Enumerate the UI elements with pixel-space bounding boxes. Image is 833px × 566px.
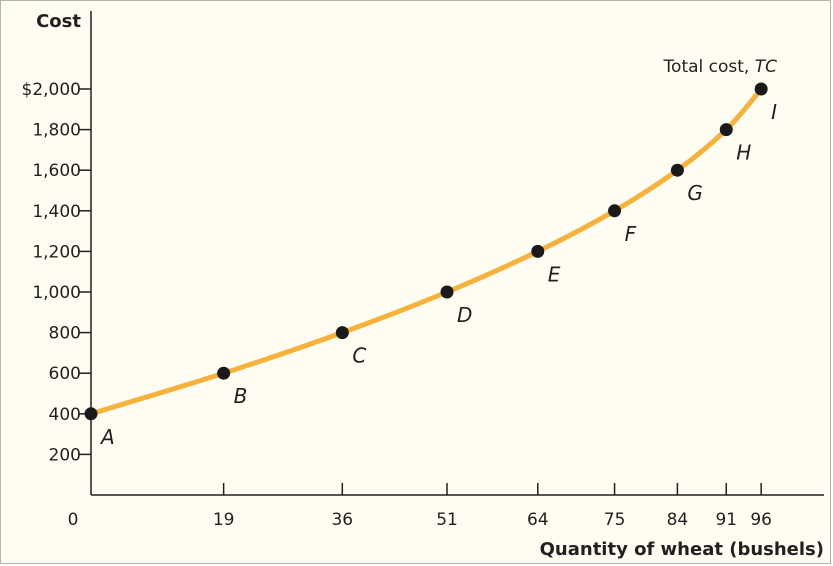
point-label-d: D — [457, 303, 472, 327]
point-label-f: F — [625, 222, 637, 246]
data-point-e — [531, 244, 545, 258]
data-point-f — [608, 204, 622, 218]
data-point-b — [217, 366, 231, 380]
x-tick-label: 19 — [213, 510, 235, 530]
y-tick-label: 200 — [49, 445, 81, 465]
y-tick-label: $2,000 — [22, 80, 81, 100]
x-tick-label: 84 — [667, 510, 689, 530]
y-tick-label: 1,200 — [32, 242, 81, 262]
x-tick-label: 91 — [715, 510, 737, 530]
x-tick-label: 51 — [436, 510, 458, 530]
y-tick-label: 1,000 — [32, 283, 81, 303]
point-label-a: A — [99, 425, 115, 449]
series-label-total-cost: Total cost, TC — [663, 57, 778, 77]
point-label-c: C — [352, 344, 366, 368]
y-tick-label: 1,400 — [32, 202, 81, 222]
x-axis-title: Quantity of wheat (bushels) — [540, 539, 824, 560]
x-tick-label: 36 — [331, 510, 353, 530]
y-tick-label: 800 — [49, 324, 81, 344]
point-label-b: B — [234, 384, 248, 408]
data-point-g — [670, 163, 684, 177]
point-label-g: G — [687, 181, 703, 205]
x-tick-label: 75 — [604, 510, 626, 530]
data-point-h — [719, 123, 733, 137]
data-point-c — [335, 326, 349, 340]
total-cost-curve — [88, 86, 764, 417]
data-point-i — [754, 82, 768, 96]
x-tick-label: 0 — [68, 510, 79, 530]
y-tick-label: 400 — [49, 405, 81, 425]
y-axis-title: Cost — [36, 11, 81, 32]
x-tick-label: 96 — [750, 510, 772, 530]
point-label-h: H — [736, 141, 751, 165]
x-tick-label: 64 — [527, 510, 549, 530]
point-label-e: E — [548, 262, 561, 286]
data-point-a — [84, 407, 98, 421]
point-label-i: I — [771, 100, 777, 124]
data-point-d — [440, 285, 454, 299]
y-tick-label: 1,600 — [32, 161, 81, 181]
y-tick-label: 600 — [49, 364, 81, 384]
y-tick-label: 1,800 — [32, 121, 81, 141]
